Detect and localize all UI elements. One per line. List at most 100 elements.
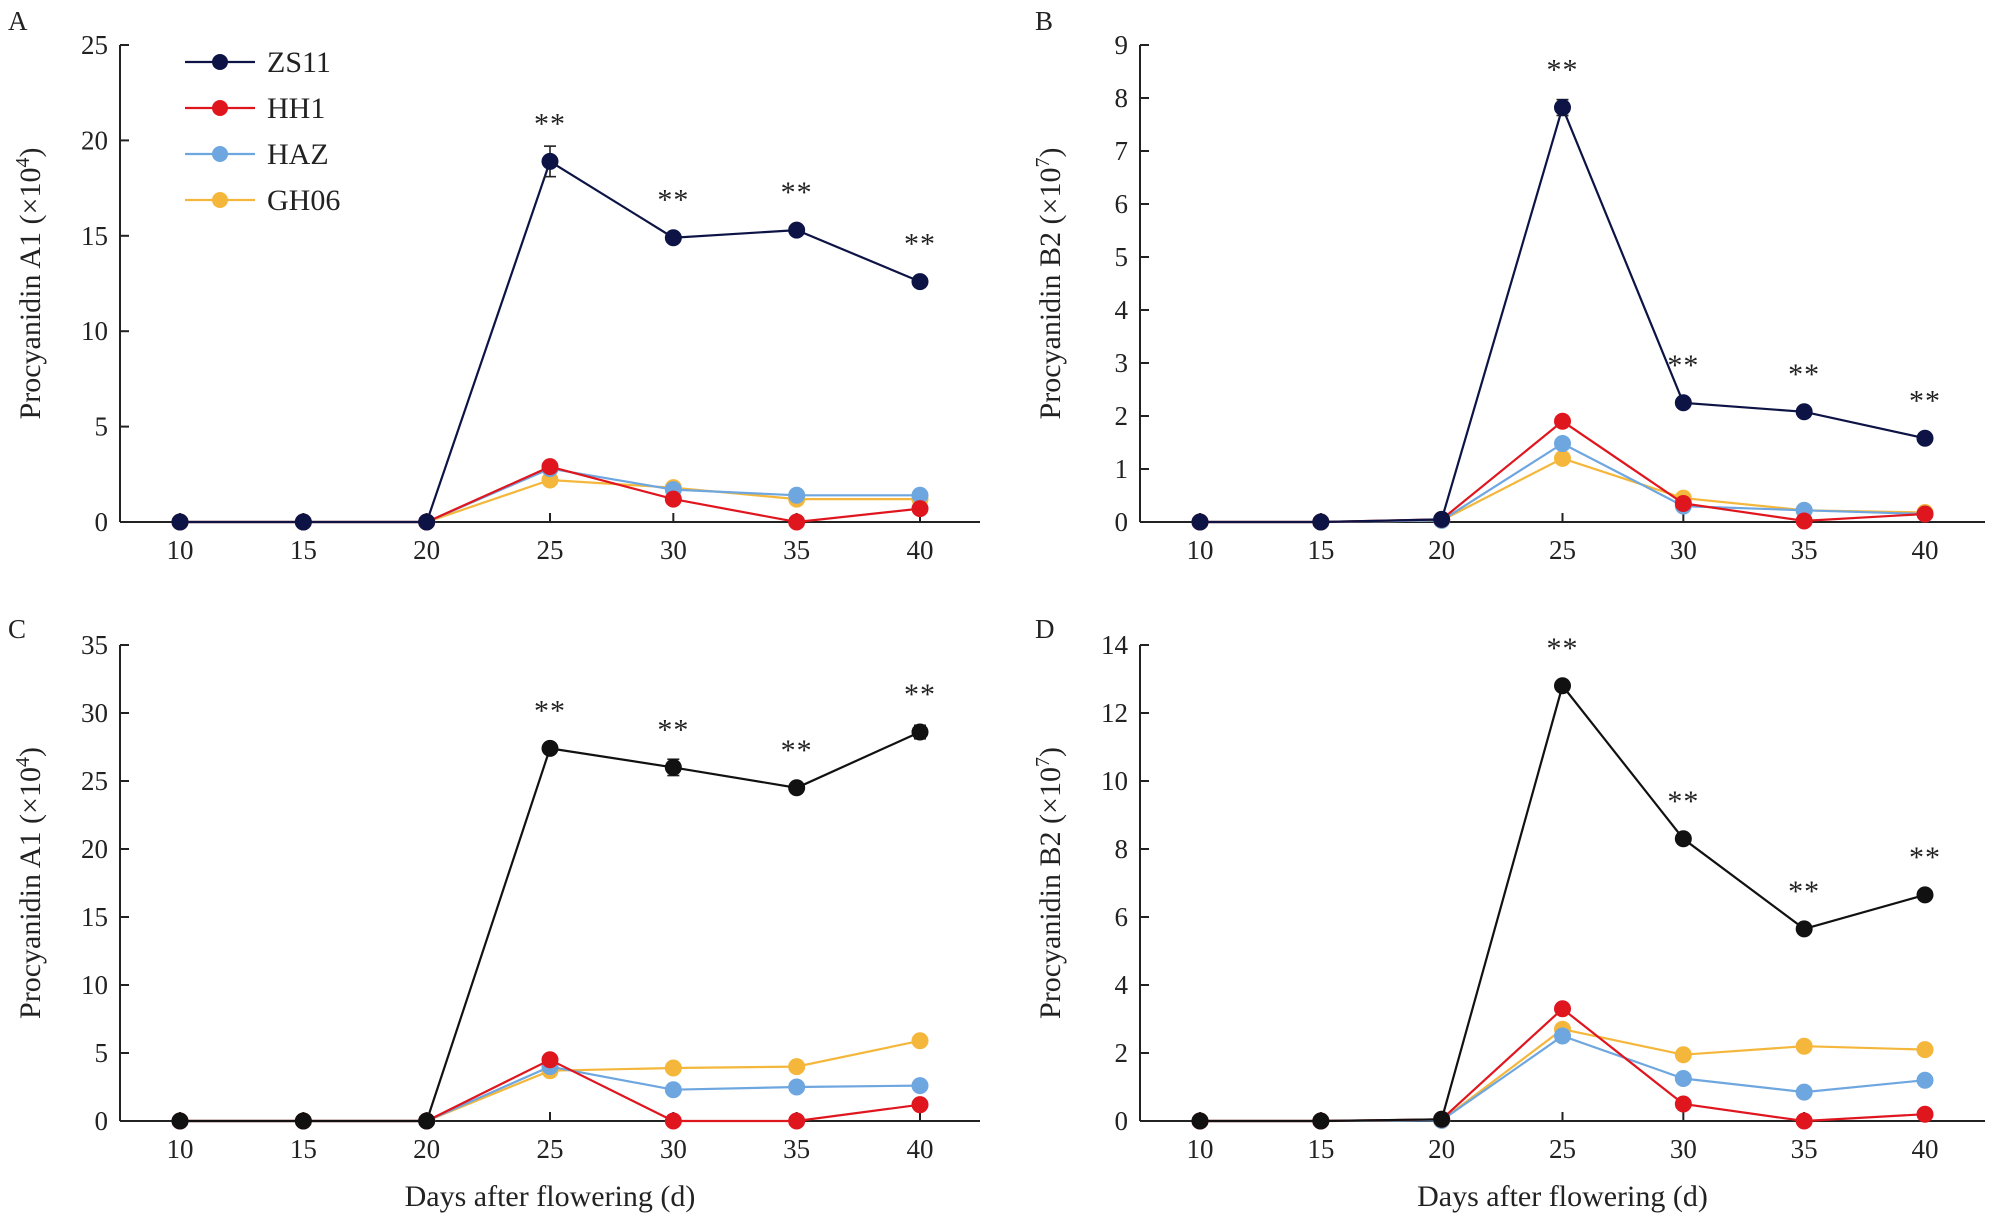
y-tick-label: 10 [81, 316, 108, 346]
y-tick-label: 4 [1115, 970, 1129, 1000]
x-tick-label: 20 [413, 1134, 440, 1164]
data-point [911, 1032, 929, 1050]
chart-panel-d: D 0 2 4 6 8 10 12 14 10 15 20 25 30 35 40 Procyanidin B2… [1032, 614, 1985, 1213]
panel-letter: B [1035, 6, 1053, 36]
data-point [664, 229, 682, 247]
significance-label: ** [534, 694, 566, 727]
data-point [1554, 435, 1571, 453]
legend-marker [212, 192, 228, 208]
data-point [1674, 1095, 1692, 1113]
significance-label: ** [1788, 358, 1820, 391]
data-point [788, 221, 806, 239]
significance-label: ** [1547, 632, 1579, 665]
panel-letter: D [1035, 614, 1055, 644]
data-point [1554, 449, 1571, 467]
data-point [664, 1059, 682, 1077]
y-tick-label: 2 [1115, 401, 1129, 431]
y-tick-label: 20 [81, 834, 108, 864]
data-point [1795, 920, 1813, 938]
x-tick-label: 35 [1791, 1134, 1818, 1164]
data-point [1916, 1041, 1934, 1059]
x-tick-label: 15 [1307, 535, 1334, 565]
data-point [294, 1112, 312, 1130]
x-tick-label: 40 [907, 535, 934, 565]
significance-label: ** [657, 184, 689, 217]
data-point [1191, 1112, 1209, 1130]
data-point [1795, 512, 1813, 530]
data-point [788, 1112, 806, 1130]
legend-label: HAZ [267, 138, 329, 171]
y-tick-label: 20 [81, 125, 108, 155]
x-tick-label: 35 [783, 1134, 810, 1164]
chart-panel-a: A 0 5 10 15 20 25 10 15 20 25 30 35 40 Procyanidin A1 … [8, 6, 980, 565]
y-tick-label: 30 [81, 698, 108, 728]
x-tick-label: 15 [1307, 1134, 1334, 1164]
y-tick-label: 10 [81, 970, 108, 1000]
x-axis-title: Days after flowering (d) [1417, 1180, 1708, 1213]
data-point [788, 1078, 806, 1096]
x-tick-label: 30 [1670, 535, 1697, 565]
y-tick-label: 5 [95, 1038, 109, 1068]
x-tick-label: 15 [290, 1134, 317, 1164]
data-point [1312, 513, 1330, 531]
data-point [541, 152, 559, 170]
x-tick-label: 30 [660, 535, 687, 565]
legend-label: HH1 [267, 92, 325, 125]
data-point [1795, 1037, 1813, 1055]
data-point [911, 273, 929, 291]
y-tick-label: 4 [1115, 295, 1129, 325]
y-tick-label: 0 [1115, 507, 1129, 537]
significance-label: ** [904, 228, 936, 261]
data-point [1554, 677, 1571, 695]
y-tick-label: 8 [1115, 834, 1129, 864]
data-point [1916, 1071, 1934, 1089]
y-tick-label: 8 [1115, 83, 1129, 113]
y-axis-title: Procyanidin B2 (×107) [1032, 148, 1067, 420]
legend-item-gh06: GH06 [185, 184, 340, 217]
significance-label: ** [1909, 841, 1941, 874]
panel-letter: C [8, 614, 26, 644]
y-tick-label: 2 [1115, 1038, 1129, 1068]
legend-marker [212, 100, 228, 116]
data-point [1674, 830, 1692, 848]
data-point [911, 500, 929, 518]
legend-marker [212, 146, 228, 162]
data-point [1916, 1105, 1934, 1123]
series-line [1200, 457, 1926, 524]
data-point [418, 1112, 436, 1130]
x-tick-label: 35 [783, 535, 810, 565]
data-point [1433, 1110, 1451, 1128]
data-point [1554, 99, 1571, 117]
data-point [294, 513, 312, 531]
significance-label: ** [657, 713, 689, 746]
data-point [1795, 1112, 1813, 1130]
significance-label: ** [904, 678, 936, 711]
x-tick-label: 35 [1791, 535, 1818, 565]
y-tick-label: 6 [1115, 902, 1129, 932]
data-point [1795, 403, 1813, 421]
legend-item-hh1: HH1 [185, 92, 325, 125]
x-tick-label: 40 [1912, 1134, 1939, 1164]
significance-label: ** [781, 734, 813, 767]
data-point [788, 1058, 806, 1076]
data-point [1916, 429, 1934, 447]
legend-item-zs11: ZS11 [185, 46, 331, 79]
chart-panel-c: C 0 5 10 15 20 25 30 35 10 15 20 25 30 35 40 Procyanidin… [8, 614, 980, 1213]
x-tick-label: 20 [413, 535, 440, 565]
y-axis-title: Procyanidin A1 (×104) [12, 148, 47, 420]
y-tick-label: 7 [1115, 136, 1129, 166]
data-point [1554, 412, 1571, 430]
significance-label: ** [534, 107, 566, 140]
y-tick-label: 14 [1101, 630, 1129, 660]
data-point [1795, 1083, 1813, 1101]
legend-label: GH06 [267, 184, 340, 217]
data-point [1674, 494, 1692, 512]
x-tick-label: 30 [660, 1134, 687, 1164]
data-point [1916, 505, 1934, 523]
legend-marker [212, 54, 228, 70]
data-point [1312, 1112, 1330, 1130]
x-tick-label: 20 [1428, 1134, 1455, 1164]
y-axis-title: Procyanidin B2 (×107) [1032, 747, 1067, 1019]
data-point [911, 723, 929, 741]
